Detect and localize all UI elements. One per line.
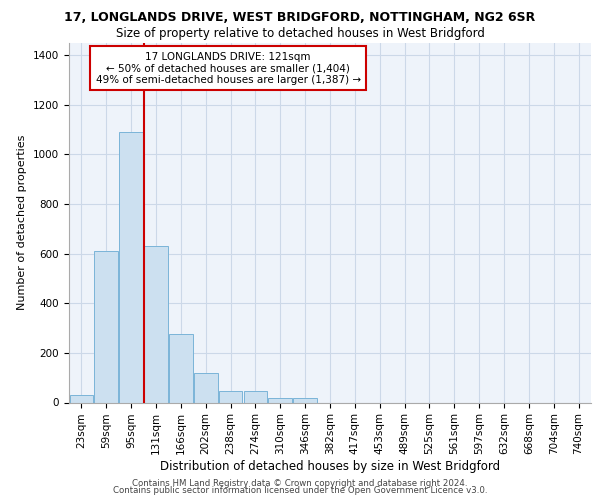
Text: Size of property relative to detached houses in West Bridgford: Size of property relative to detached ho… [116, 28, 484, 40]
Bar [144, 246, 168, 402]
Bar [244, 392, 267, 402]
Bar [70, 395, 93, 402]
Bar [119, 132, 143, 402]
Bar [94, 251, 118, 402]
Text: 17, LONGLANDS DRIVE, WEST BRIDGFORD, NOTTINGHAM, NG2 6SR: 17, LONGLANDS DRIVE, WEST BRIDGFORD, NOT… [64, 11, 536, 24]
Text: Contains public sector information licensed under the Open Government Licence v3: Contains public sector information licen… [113, 486, 487, 495]
Text: 17 LONGLANDS DRIVE: 121sqm
← 50% of detached houses are smaller (1,404)
49% of s: 17 LONGLANDS DRIVE: 121sqm ← 50% of deta… [95, 52, 361, 84]
Bar [293, 398, 317, 402]
Bar [219, 392, 242, 402]
Bar [268, 398, 292, 402]
Bar [169, 334, 193, 402]
Bar [194, 372, 218, 402]
Text: Contains HM Land Registry data © Crown copyright and database right 2024.: Contains HM Land Registry data © Crown c… [132, 478, 468, 488]
Y-axis label: Number of detached properties: Number of detached properties [17, 135, 28, 310]
X-axis label: Distribution of detached houses by size in West Bridgford: Distribution of detached houses by size … [160, 460, 500, 473]
